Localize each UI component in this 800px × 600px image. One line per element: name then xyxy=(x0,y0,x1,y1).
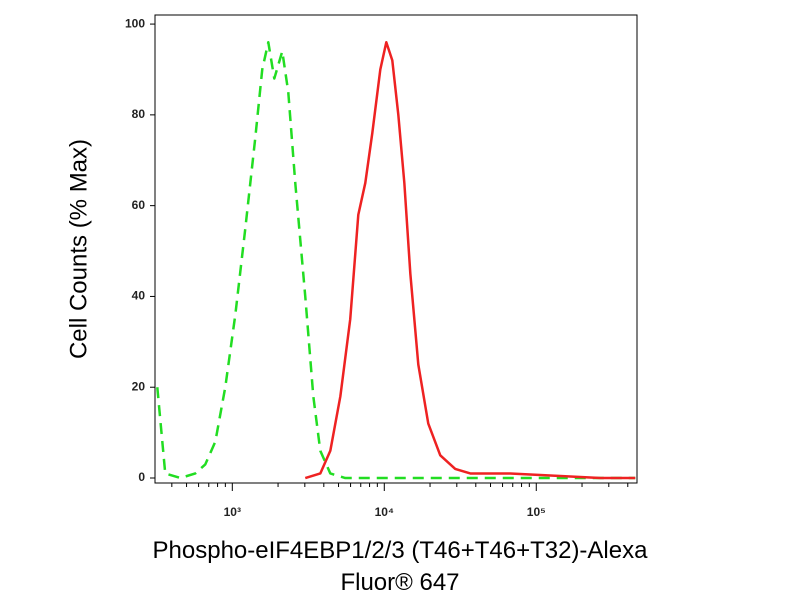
y-tick-label: 80 xyxy=(132,107,146,121)
y-tick-label: 20 xyxy=(132,379,146,393)
x-tick-label: 10⁴ xyxy=(375,505,394,519)
series-line xyxy=(156,40,636,480)
plot-frame xyxy=(154,14,638,484)
x-tick-label: 10⁵ xyxy=(527,505,546,519)
series-line xyxy=(304,40,636,480)
plot-lines xyxy=(156,40,636,480)
y-tick-label: 60 xyxy=(132,198,146,212)
x-tick-label: 10³ xyxy=(224,505,241,519)
y-tick-label: 0 xyxy=(138,470,145,484)
x-axis-label: Phospho-eIF4EBP1/2/3 (T46+T46+T32)-Alexa xyxy=(153,537,649,564)
y-tick-label: 40 xyxy=(132,289,146,303)
y-tick-label: 100 xyxy=(125,16,145,30)
y-axis-label: Cell Counts (% Max) xyxy=(65,139,92,359)
x-axis-label: Fluor® 647 xyxy=(340,569,459,596)
